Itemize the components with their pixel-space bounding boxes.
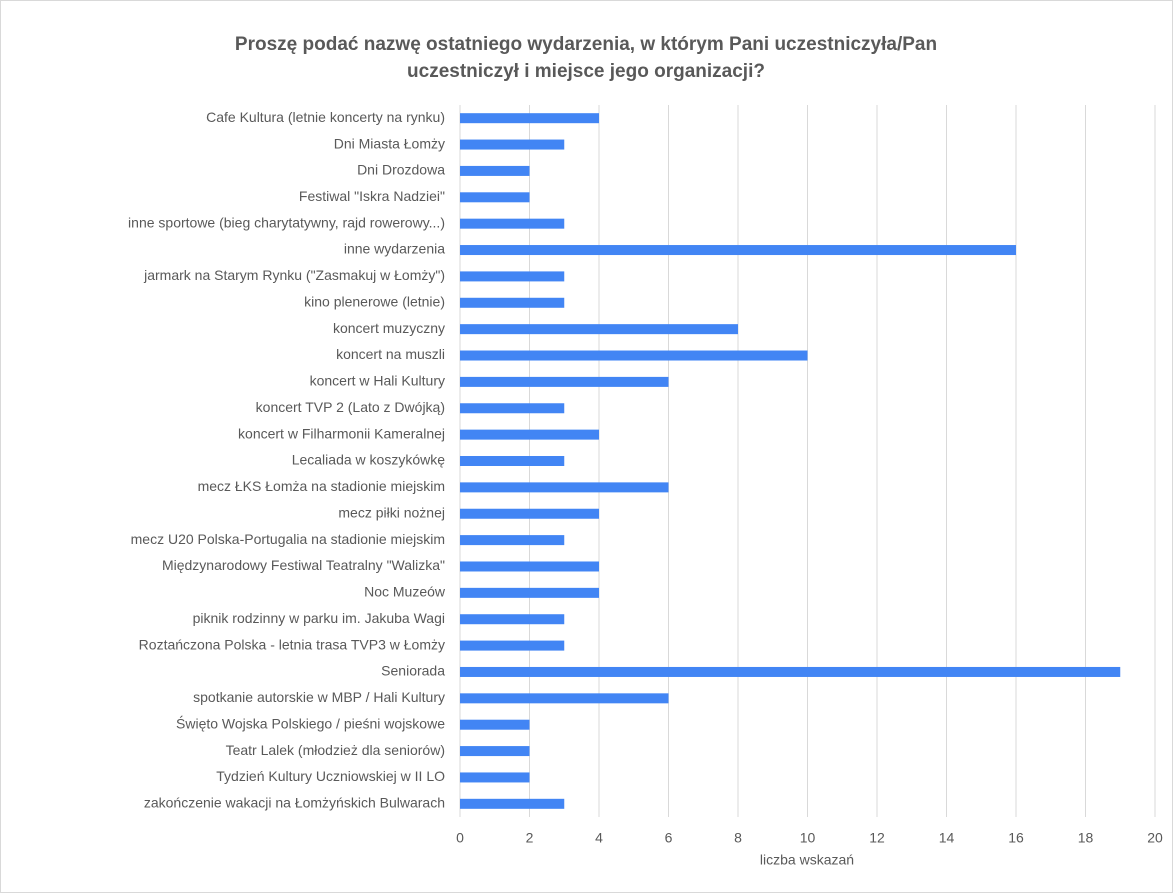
bar xyxy=(460,719,530,730)
x-tick-label: 20 xyxy=(1147,830,1163,846)
x-tick-label: 16 xyxy=(1008,830,1024,846)
bar xyxy=(460,640,565,651)
y-tick-label: koncert muzyczny xyxy=(333,320,445,336)
bar xyxy=(460,192,530,203)
bar xyxy=(460,376,669,387)
x-tick-label: 4 xyxy=(595,830,603,846)
bar xyxy=(460,245,1016,256)
chart-subtitle: uczestniczył i miejsce jego organizacji? xyxy=(407,61,765,82)
y-tick-label: koncert w Filharmonii Kameralnej xyxy=(238,425,445,441)
bar xyxy=(460,482,669,493)
x-tick-label: 12 xyxy=(869,830,885,846)
bar xyxy=(460,271,565,282)
bar xyxy=(460,324,738,335)
y-tick-label: kino plenerowe (letnie) xyxy=(304,293,445,309)
y-tick-label: jarmark na Starym Rynku ("Zasmakuj w Łom… xyxy=(143,267,445,283)
bar xyxy=(460,614,565,625)
y-tick-label: Festiwal "Iskra Nadziei" xyxy=(299,188,445,204)
y-tick-label: koncert w Hali Kultury xyxy=(310,373,445,389)
bar xyxy=(460,403,565,414)
y-tick-label: inne sportowe (bieg charytatywny, rajd r… xyxy=(128,214,445,230)
y-tick-label: zakończenie wakacji na Łomżyńskich Bulwa… xyxy=(144,795,445,811)
y-tick-label: mecz piłki nożnej xyxy=(338,504,445,520)
y-tick-label: Dni Drozdowa xyxy=(357,162,445,178)
y-tick-label: Seniorada xyxy=(381,663,445,679)
y-tick-label: piknik rodzinny w parku im. Jakuba Wagi xyxy=(193,610,445,626)
y-tick-label: Lecaliada w koszykówkę xyxy=(292,452,446,468)
chart-title: Proszę podać nazwę ostatniego wydarzenia… xyxy=(235,34,937,55)
bar xyxy=(460,561,599,572)
bar xyxy=(460,798,565,809)
y-tick-label: spotkanie autorskie w MBP / Hali Kultury xyxy=(193,689,445,705)
y-tick-label: mecz ŁKS Łomża na stadionie miejskim xyxy=(198,478,445,494)
x-tick-label: 10 xyxy=(800,830,816,846)
y-tick-label: Dni Miasta Łomży xyxy=(334,135,445,151)
bar xyxy=(460,456,565,466)
bar xyxy=(460,113,599,124)
bar xyxy=(460,772,530,783)
y-tick-label: inne wydarzenia xyxy=(344,241,445,257)
bar xyxy=(460,666,1121,677)
bar xyxy=(460,429,599,440)
bar xyxy=(460,587,599,598)
y-tick-label: koncert na muszli xyxy=(336,346,445,362)
bar xyxy=(460,508,599,519)
x-tick-label: 18 xyxy=(1078,830,1094,846)
y-tick-label: Święto Wojska Polskiego / pieśni wojskow… xyxy=(176,714,445,731)
y-tick-label: koncert TVP 2 (Lato z Dwójką) xyxy=(256,399,445,415)
y-tick-label: mecz U20 Polska-Portugalia na stadionie … xyxy=(131,531,445,547)
bar xyxy=(460,218,565,229)
x-tick-label: 2 xyxy=(526,830,534,846)
x-tick-label: 14 xyxy=(939,830,955,846)
y-tick-label: Cafe Kultura (letnie koncerty na rynku) xyxy=(206,109,445,125)
bar xyxy=(460,693,669,704)
y-tick-label: Międzynarodowy Festiwal Teatralny "Waliz… xyxy=(162,557,445,573)
y-tick-label: Teatr Lalek (młodzież dla seniorów) xyxy=(226,742,445,758)
bar xyxy=(460,297,565,308)
bar xyxy=(460,535,565,546)
bar xyxy=(460,746,530,757)
x-axis-title: liczba wskazań xyxy=(760,852,854,868)
bar xyxy=(460,165,530,176)
x-tick-label: 0 xyxy=(456,830,464,846)
x-tick-label: 8 xyxy=(734,830,742,846)
y-tick-label: Tydzień Kultury Uczniowskiej w II LO xyxy=(216,768,445,784)
bar xyxy=(460,350,808,361)
x-tick-label: 6 xyxy=(665,830,673,846)
bar xyxy=(460,139,565,150)
y-tick-label: Noc Muzeów xyxy=(364,584,446,600)
y-tick-label: Roztańczona Polska - letnia trasa TVP3 w… xyxy=(139,636,445,652)
